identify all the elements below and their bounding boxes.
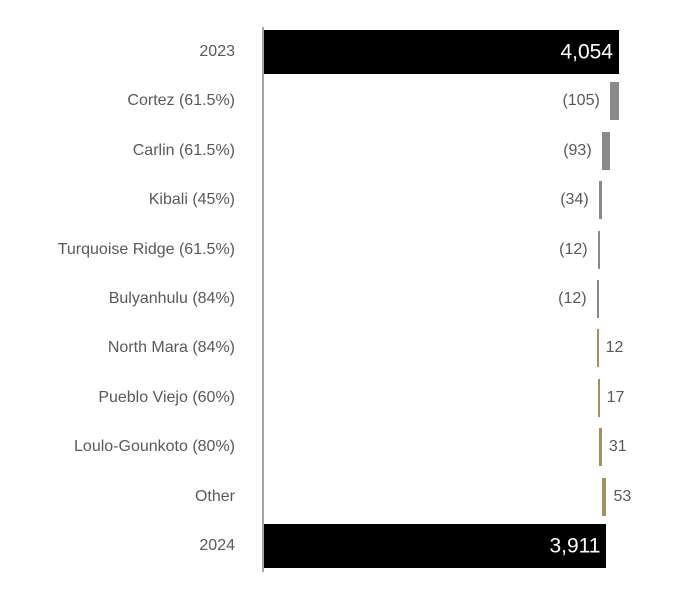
bar-turquoise-ridge-61-5 bbox=[597, 230, 600, 269]
value-2023: 4,054 bbox=[560, 40, 613, 64]
value-pueblo-viejo-60: 17 bbox=[606, 388, 625, 406]
value-carlin-61-5: (93) bbox=[563, 141, 592, 159]
row-label-cortez-61-5: Cortez (61.5%) bbox=[127, 92, 235, 110]
row-label-loulo-gounkoto-80: Loulo-Gounkoto (80%) bbox=[74, 438, 235, 456]
value-2024: 3,911 bbox=[549, 534, 601, 558]
bar-pueblo-viejo-60 bbox=[597, 378, 600, 417]
row-label-2023: 2023 bbox=[199, 43, 235, 60]
bar-cortez-61-5 bbox=[609, 82, 619, 121]
bar-loulo-gounkoto-80 bbox=[599, 428, 602, 467]
value-north-mara-84: 12 bbox=[605, 339, 624, 357]
row-label-pueblo-viejo-60: Pueblo Viejo (60%) bbox=[98, 388, 235, 406]
bar-bulyanhulu-84 bbox=[596, 280, 599, 318]
row-label-other: Other bbox=[194, 487, 235, 505]
row-label-north-mara-84: North Mara (84%) bbox=[107, 339, 235, 357]
bar-2023 bbox=[264, 30, 619, 74]
value-bulyanhulu-84: (12) bbox=[558, 290, 587, 307]
value-turquoise-ridge-61-5: (12) bbox=[559, 240, 588, 258]
row-label-turquoise-ridge-61-5: Turquoise Ridge (61.5%) bbox=[57, 240, 235, 258]
bar-kibali-45 bbox=[598, 181, 602, 220]
value-loulo-gounkoto-80: 31 bbox=[608, 438, 627, 456]
row-label-kibali-45: Kibali (45%) bbox=[148, 191, 235, 209]
row-label-carlin-61-5: Carlin (61.5%) bbox=[132, 141, 235, 159]
bar-other bbox=[601, 477, 607, 516]
bar-carlin-61-5 bbox=[601, 131, 610, 170]
baseline-axis bbox=[262, 27, 264, 572]
value-kibali-45: (34) bbox=[560, 191, 589, 209]
bar-2024 bbox=[264, 524, 607, 568]
value-cortez-61-5: (105) bbox=[562, 92, 600, 110]
bar-north-mara-84 bbox=[596, 329, 599, 368]
value-other: 53 bbox=[613, 487, 632, 505]
row-label-bulyanhulu-84: Bulyanhulu (84%) bbox=[108, 290, 235, 307]
row-label-2024: 2024 bbox=[199, 537, 235, 554]
